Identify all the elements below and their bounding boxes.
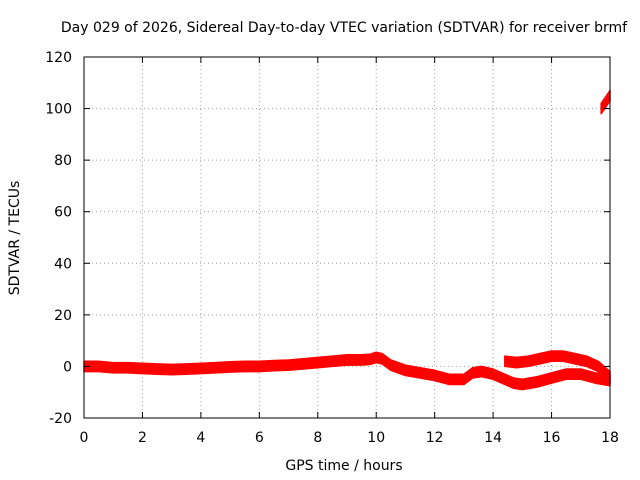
x-tick-label: 6 — [255, 430, 264, 446]
x-axis-label: GPS time / hours — [285, 458, 402, 474]
y-tick-label: -20 — [49, 411, 72, 427]
y-tick-labels: -20 0 20 40 60 80 100 120 — [45, 50, 72, 427]
y-tick-label: 120 — [45, 50, 72, 66]
x-tick-label: 14 — [484, 430, 502, 446]
x-tick-label: 12 — [426, 430, 444, 446]
axis-ticks — [83, 56, 611, 419]
x-tick-label: 8 — [313, 430, 322, 446]
x-tick-label: 2 — [138, 430, 147, 446]
x-tick-labels: 0 2 4 6 8 10 12 14 16 18 — [80, 430, 619, 446]
chart-title: Day 029 of 2026, Sidereal Day-to-day VTE… — [61, 20, 628, 36]
y-tick-label: 40 — [54, 256, 72, 272]
x-tick-label: 16 — [543, 430, 561, 446]
y-axis-label: SDTVAR / TECUs — [7, 181, 23, 296]
y-tick-label: 80 — [54, 153, 72, 169]
grid-lines — [84, 57, 610, 418]
x-tick-label: 18 — [601, 430, 619, 446]
y-tick-label: 100 — [45, 102, 72, 118]
x-tick-label: 10 — [367, 430, 385, 446]
plot-frame — [83, 56, 611, 419]
y-tick-label: 0 — [63, 359, 72, 375]
x-tick-label: 4 — [196, 430, 205, 446]
y-tick-label: 60 — [54, 205, 72, 221]
y-tick-label: 20 — [54, 308, 72, 324]
x-tick-label: 0 — [80, 430, 89, 446]
